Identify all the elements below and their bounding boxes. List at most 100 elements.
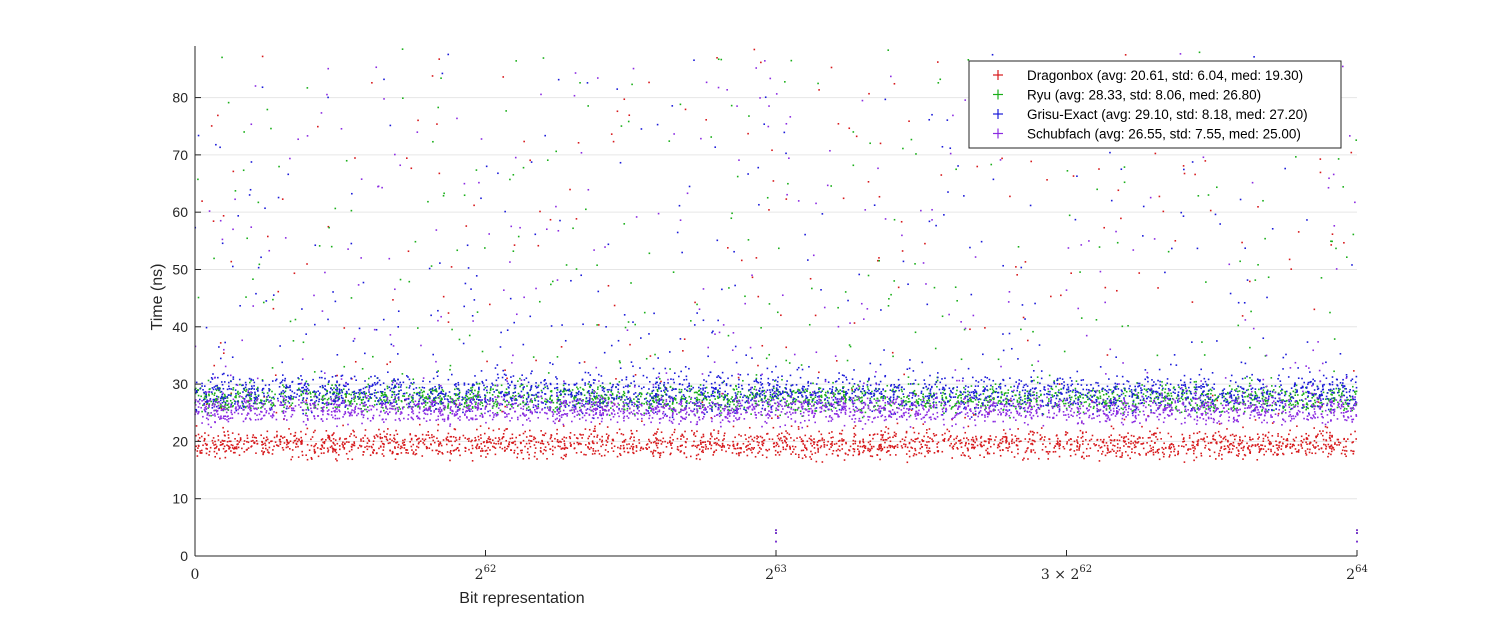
data-point [1014,435,1017,437]
data-point [284,403,286,406]
data-point [1001,157,1003,160]
data-point [1078,449,1080,451]
data-point [829,392,832,395]
data-point [230,444,233,446]
data-point [876,433,879,435]
data-point [271,453,274,455]
data-point [219,342,222,344]
data-point [522,396,525,399]
data-point [709,441,711,443]
data-point [197,296,200,299]
data-point [1244,391,1247,394]
data-point [761,400,764,403]
data-point [214,455,216,458]
data-point [1306,402,1308,404]
data-point [1106,452,1109,454]
data-point [763,392,766,395]
data-point [593,397,596,399]
data-point [1333,398,1336,400]
data-point [1214,458,1217,460]
data-point [394,407,397,410]
data-point [652,396,654,399]
data-point [1026,339,1029,342]
data-point [596,442,598,444]
data-point [1060,294,1062,297]
data-point [362,437,364,439]
data-point [768,448,771,451]
data-point [712,401,714,404]
data-point [245,405,247,408]
data-point [1016,401,1019,403]
data-point [389,434,392,436]
data-point [844,401,847,404]
data-point [1127,454,1129,457]
data-point [1161,389,1164,391]
data-point [909,405,911,408]
data-point [1048,438,1051,441]
data-point [1238,390,1241,392]
data-point [1022,459,1024,461]
data-point [909,414,912,417]
data-point [1258,388,1260,391]
data-point [497,440,500,443]
data-point [1080,456,1083,458]
data-point [867,449,869,452]
data-point [539,450,542,452]
data-point [1182,165,1185,167]
data-point [413,391,416,394]
data-point [1121,454,1123,456]
data-point [353,434,356,437]
data-point [1192,452,1195,455]
data-point [573,442,575,445]
data-point [950,435,952,437]
data-point [536,396,538,398]
data-point [906,395,909,397]
data-point [652,399,655,402]
data-point [676,446,679,448]
data-point [840,400,842,402]
data-point [975,438,978,441]
data-point [416,438,418,441]
data-point [1248,385,1251,387]
data-point [559,445,561,448]
data-point [936,446,939,448]
data-point [398,406,400,409]
data-point [1313,308,1316,311]
data-point [1350,433,1352,436]
data-point [1142,399,1145,402]
data-point [1066,432,1069,434]
data-point [1076,442,1079,445]
data-point [270,403,272,406]
data-point [998,445,1001,448]
data-point [353,444,356,447]
data-point [752,448,755,450]
data-point [862,451,864,454]
data-point [652,455,655,457]
data-point [648,438,650,441]
data-point [345,452,348,455]
data-point [813,443,815,445]
data-point [837,440,840,442]
data-point [929,450,931,453]
data-point [351,443,353,446]
data-point [826,390,829,393]
data-point [1178,386,1180,388]
data-point [957,401,960,404]
data-point [1246,395,1249,398]
data-point [1003,394,1006,396]
data-point [1161,446,1164,449]
data-point [1214,432,1217,434]
data-point [1112,444,1114,447]
data-point [1221,393,1224,395]
data-point [1181,393,1184,396]
data-point [893,431,896,434]
data-point [655,439,658,441]
data-point [914,447,916,450]
data-point [1247,393,1250,396]
data-point [206,443,208,446]
data-point [1300,445,1303,447]
data-point [992,402,995,405]
data-point [203,439,206,442]
data-point [1031,364,1033,366]
data-point [508,441,511,443]
